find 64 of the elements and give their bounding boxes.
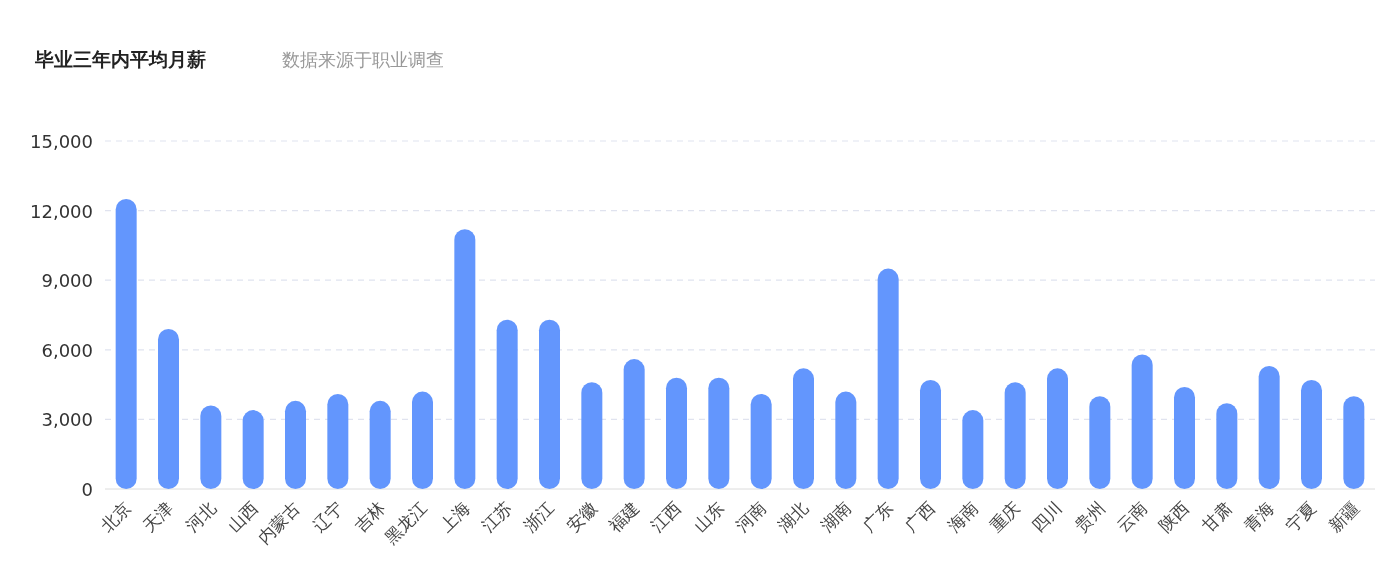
- x-tick-label: 辽宁: [308, 497, 347, 536]
- x-tick-label: 北京: [96, 497, 135, 536]
- x-tick-label: 天津: [139, 497, 178, 536]
- y-tick-label: 9,000: [41, 270, 93, 292]
- x-tick-label: 青海: [1239, 497, 1278, 536]
- x-tick-label: 河南: [731, 497, 770, 536]
- bar: [581, 382, 603, 489]
- bar: [1089, 396, 1111, 489]
- y-tick-label: 15,000: [30, 131, 93, 152]
- bar: [1301, 379, 1322, 489]
- x-tick-label: 陕西: [1155, 497, 1194, 536]
- x-tick-label: 新疆: [1324, 497, 1363, 536]
- bar: [412, 391, 433, 489]
- x-tick-label: 福建: [604, 497, 643, 536]
- y-tick-label: 12,000: [30, 200, 93, 222]
- bar: [200, 405, 222, 489]
- y-tick-label: 0: [81, 479, 93, 500]
- x-tick-label: 甘肃: [1197, 497, 1236, 536]
- bar: [1004, 382, 1026, 489]
- bar: [920, 379, 941, 489]
- x-tick-label: 重庆: [985, 497, 1024, 536]
- y-tick-label: 6,000: [41, 339, 93, 361]
- bar: [158, 328, 179, 489]
- bar: [962, 410, 984, 489]
- x-tick-label: 广西: [901, 497, 940, 536]
- bar: [1131, 354, 1153, 489]
- bar: [454, 229, 476, 489]
- chart-title: 毕业三年内平均月薪: [34, 48, 206, 70]
- x-tick-label: 湖南: [816, 497, 855, 536]
- bar: [1258, 366, 1280, 489]
- x-tick-label: 宁夏: [1282, 497, 1321, 536]
- x-tick-label: 山东: [689, 497, 728, 536]
- x-tick-label: 浙江: [520, 497, 559, 536]
- x-tick-label: 江苏: [477, 497, 516, 536]
- bar: [708, 377, 730, 489]
- bar: [793, 368, 814, 489]
- x-tick-label: 河北: [181, 497, 220, 536]
- bar: [115, 199, 137, 489]
- x-tick-label: 湖北: [774, 497, 813, 536]
- bar: [877, 268, 899, 489]
- bar: [539, 319, 560, 489]
- bar: [242, 410, 264, 489]
- bar: [750, 393, 772, 489]
- x-tick-label: 贵州: [1070, 497, 1109, 536]
- bar: [1343, 396, 1365, 489]
- bar: [666, 377, 687, 489]
- x-tick-label: 四川: [1028, 497, 1067, 536]
- bar: [1047, 368, 1068, 489]
- chart-subtitle: 数据来源于职业调查: [282, 49, 444, 70]
- y-tick-label: 3,000: [41, 409, 93, 431]
- x-tick-label: 江西: [647, 497, 686, 536]
- x-tick-label: 安徽: [562, 497, 601, 536]
- bar: [1216, 403, 1238, 489]
- bar: [285, 400, 306, 489]
- bar: [1174, 386, 1195, 489]
- x-tick-label: 上海: [435, 497, 474, 536]
- x-tick-label: 云南: [1112, 497, 1151, 536]
- bar: [623, 359, 645, 489]
- bar: [835, 391, 857, 489]
- bar: [369, 400, 391, 489]
- x-tick-label: 海南: [943, 497, 982, 536]
- bar: [327, 393, 349, 489]
- bar: [496, 319, 518, 489]
- x-tick-label: 广东: [858, 497, 897, 536]
